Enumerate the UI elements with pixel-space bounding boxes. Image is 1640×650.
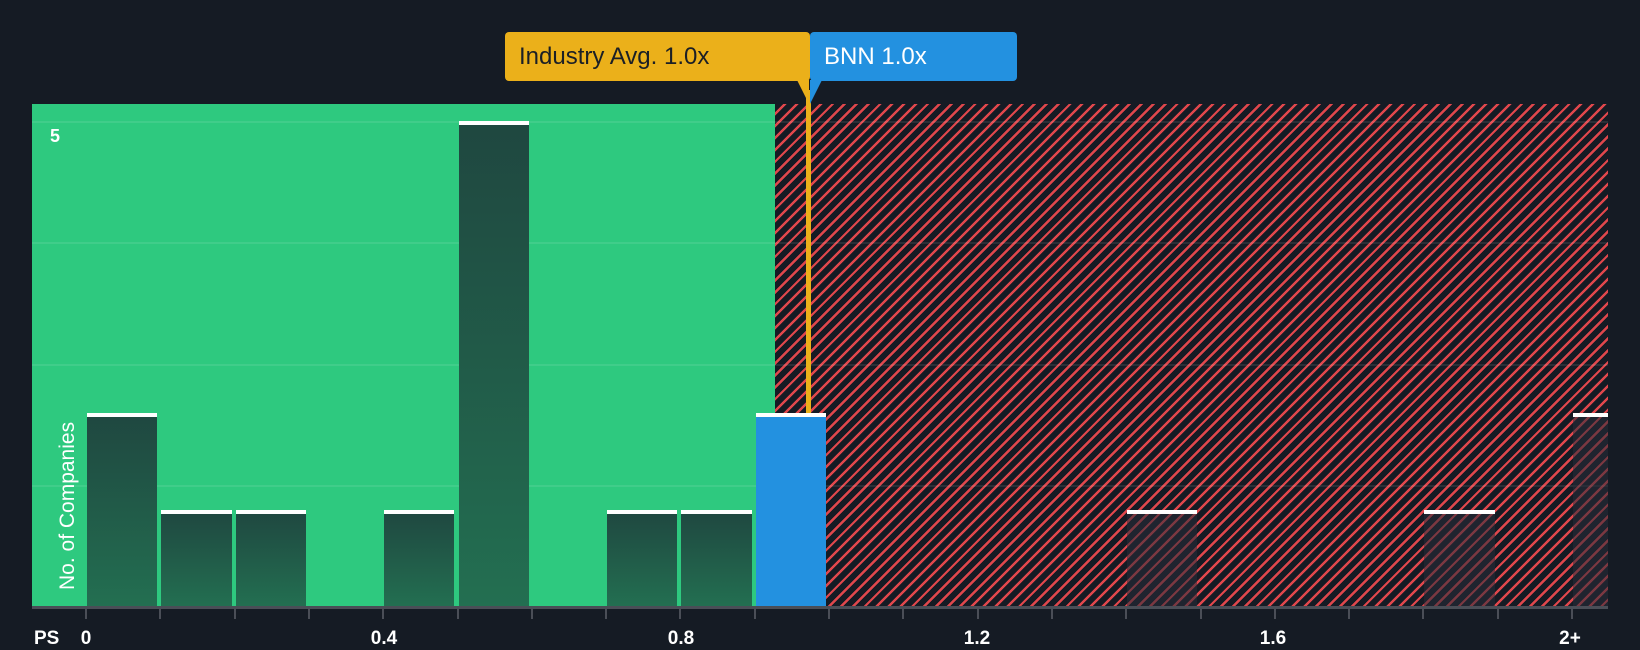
- x-tick-label: 1.2: [963, 628, 991, 649]
- x-tick-label: 0: [80, 628, 92, 649]
- industry-avg-pointer: [797, 80, 809, 104]
- company-bar: [755, 412, 826, 607]
- x-tick: [1422, 609, 1425, 619]
- x-tick-label: 1.6: [1259, 628, 1287, 649]
- histogram-bar: [607, 509, 678, 607]
- histogram-bar: [681, 509, 752, 607]
- x-tick: [1571, 609, 1573, 619]
- company-pointer: [810, 80, 822, 104]
- bar-cap: [1424, 509, 1495, 514]
- x-tick-label: 2+: [1559, 628, 1581, 649]
- x-axis-label: PS: [34, 628, 60, 649]
- histogram-bar: [161, 509, 232, 607]
- y-axis-label: No. of Companies: [56, 421, 79, 590]
- x-tick: [1496, 609, 1499, 619]
- x-tick: [976, 609, 979, 619]
- x-tick: [233, 609, 236, 619]
- company-label-text: BNN 1.0x: [824, 42, 927, 70]
- x-tick: [1050, 609, 1053, 619]
- gridline: [32, 364, 1608, 366]
- x-tick: [1348, 609, 1351, 619]
- y-tick-5: 5: [50, 126, 61, 146]
- chart-plot-area: [32, 104, 1608, 607]
- bar-cap: [607, 509, 678, 514]
- histogram-bar: [1127, 509, 1198, 607]
- x-tick: [679, 609, 682, 619]
- x-tick: [753, 609, 756, 619]
- histogram-bar: [458, 121, 529, 607]
- x-tick: [828, 609, 830, 619]
- x-tick: [159, 609, 162, 619]
- bar-cap: [1127, 509, 1198, 514]
- x-tick: [902, 609, 905, 619]
- industry-avg-text: Industry Avg. 1.0x: [519, 42, 710, 70]
- bar-cap: [384, 509, 455, 514]
- x-axis-line: [32, 606, 1608, 609]
- histogram-bar: [384, 509, 455, 607]
- x-tick: [456, 609, 459, 619]
- x-tick: [307, 609, 310, 619]
- x-tick: [1125, 609, 1128, 619]
- bar-cap: [87, 412, 158, 417]
- gridline: [32, 121, 1608, 123]
- histogram-bar: [1573, 412, 1608, 607]
- x-tick: [85, 609, 87, 619]
- company-label: BNN 1.0x: [810, 32, 1017, 81]
- bar-cap: [755, 412, 826, 417]
- bar-cap: [235, 509, 306, 514]
- x-tick: [1273, 609, 1276, 619]
- histogram-bar: [1424, 509, 1495, 607]
- bar-cap: [1573, 412, 1608, 417]
- x-tick: [1199, 609, 1202, 619]
- histogram-bar: [235, 509, 306, 607]
- bar-cap: [681, 509, 752, 514]
- bar-cap: [458, 121, 529, 125]
- x-tick: [382, 609, 385, 619]
- x-tick: [530, 609, 533, 619]
- histogram-bar: [87, 412, 158, 607]
- x-tick: [605, 609, 608, 619]
- industry-avg-label: Industry Avg. 1.0x: [505, 32, 810, 81]
- x-tick-label: 0.4: [370, 628, 398, 649]
- x-tick-label: 0.8: [667, 628, 695, 649]
- bar-cap: [161, 509, 232, 514]
- gridline: [32, 242, 1608, 244]
- industry-avg-line: [806, 90, 811, 413]
